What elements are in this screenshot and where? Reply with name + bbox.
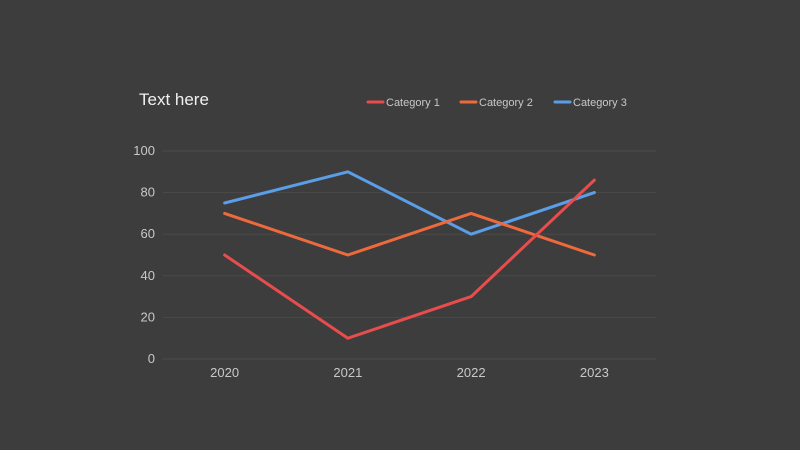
x-tick-label: 2020 <box>210 365 239 380</box>
grid-lines <box>163 150 656 360</box>
y-tick-label: 40 <box>141 268 155 283</box>
series-line <box>223 170 596 236</box>
chart-title: Text here <box>139 90 209 109</box>
x-tick-label: 2023 <box>580 365 609 380</box>
y-tick-label: 80 <box>141 185 155 200</box>
series-line <box>223 178 596 340</box>
y-tick-label: 0 <box>148 351 155 366</box>
y-tick-label: 20 <box>141 309 155 324</box>
legend-label: Category 1 <box>386 97 440 109</box>
series-lines <box>223 170 596 340</box>
axis-labels: 0 20 40 60 80 100 2020 2021 2022 2023 <box>133 143 609 380</box>
legend-label: Category 3 <box>573 97 627 109</box>
x-tick-label: 2022 <box>457 365 486 380</box>
legend: Category 1 Category 2 Category 3 <box>366 97 627 109</box>
y-tick-label: 60 <box>141 226 155 241</box>
x-tick-label: 2021 <box>333 365 362 380</box>
legend-label: Category 2 <box>479 97 533 109</box>
y-tick-label: 100 <box>133 143 155 158</box>
series-line <box>223 211 596 257</box>
